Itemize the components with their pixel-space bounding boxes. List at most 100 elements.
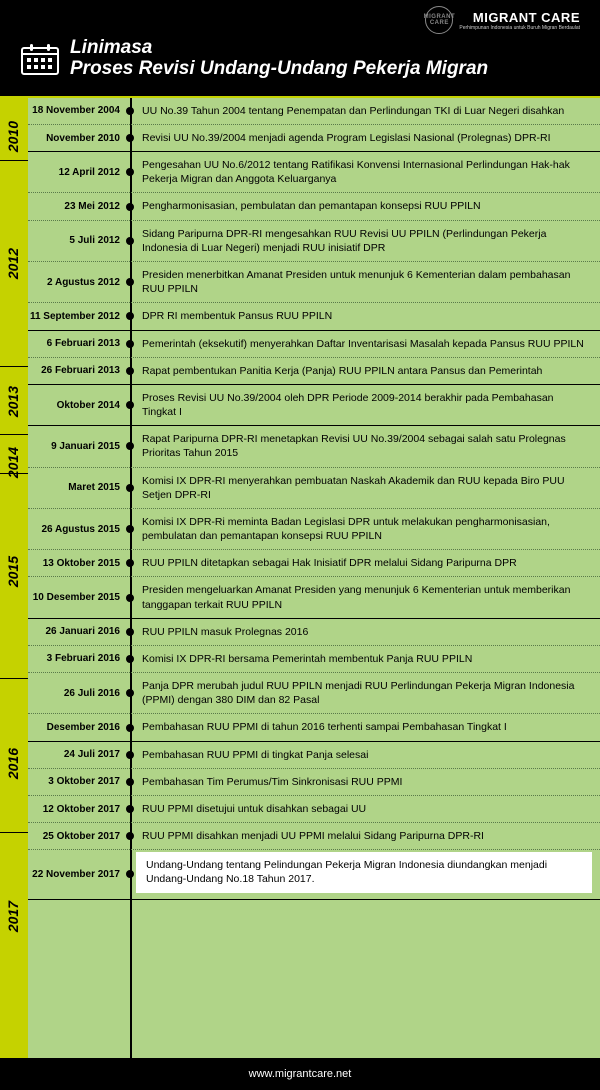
timeline-dot-icon [126, 134, 134, 142]
infographic-container: MIGRANT CARE MIGRANT CARE Perhimpunan In… [0, 0, 600, 1090]
timeline-body: 2010201220132014201520162017 18 November… [0, 98, 600, 1058]
entry-date: November 2010 [28, 125, 130, 151]
timeline-dot-icon [126, 278, 134, 286]
entry-description: Rapat pembentukan Panitia Kerja (Panja) … [130, 358, 600, 384]
timeline-dot-icon [126, 870, 134, 878]
timeline-dot-icon [126, 751, 134, 759]
logo-badge-icon: MIGRANT CARE [425, 6, 453, 34]
timeline-dot-icon [126, 237, 134, 245]
logo-subtitle: Perhimpunan Indonesia untuk Buruh Migran… [459, 25, 580, 31]
year-label: 2013 [5, 386, 21, 417]
timeline-dot-icon [126, 484, 134, 492]
timeline-dot-icon [126, 655, 134, 663]
entry-date: 26 Agustus 2015 [28, 509, 130, 549]
entry-description: DPR RI membentuk Pansus RUU PPILN [130, 303, 600, 329]
entry-date: Oktober 2014 [28, 385, 130, 425]
timeline-entry: 18 November 2004UU No.39 Tahun 2004 tent… [28, 98, 600, 125]
logo-area: MIGRANT CARE MIGRANT CARE Perhimpunan In… [20, 6, 580, 38]
title-text: Linimasa Proses Revisi Undang-Undang Pek… [70, 38, 488, 80]
entry-date: 23 Mei 2012 [28, 193, 130, 219]
entry-date: Maret 2015 [28, 468, 130, 508]
timeline-entry: 3 Oktober 2017Pembahasan Tim Perumus/Tim… [28, 769, 600, 796]
timeline-dot-icon [126, 367, 134, 375]
timeline-entry: Oktober 2014Proses Revisi UU No.39/2004 … [28, 385, 600, 426]
timeline-entry: Desember 2016Pembahasan RUU PPMI di tahu… [28, 714, 600, 741]
entry-description: Rapat Paripurna DPR-RI menetapkan Revisi… [130, 426, 600, 466]
entry-date: 12 April 2012 [28, 152, 130, 192]
year-separator [0, 160, 28, 162]
entry-description: Pembahasan RUU PPMI di tahun 2016 terhen… [130, 714, 600, 740]
footer-url: www.migrantcare.net [249, 1068, 352, 1080]
timeline-dot-icon [126, 168, 134, 176]
timeline-entry: 22 November 2017Undang-Undang tentang Pe… [28, 850, 600, 899]
entry-date: 26 Juli 2016 [28, 673, 130, 713]
entry-description: Panja DPR merubah judul RUU PPILN menjad… [130, 673, 600, 713]
entry-date: 9 Januari 2015 [28, 426, 130, 466]
footer: www.migrantcare.net [0, 1058, 600, 1090]
entry-date: 2 Agustus 2012 [28, 262, 130, 302]
entry-date: 24 Juli 2017 [28, 742, 130, 768]
entry-description: RUU PPMI disahkan menjadi UU PPMI melalu… [130, 823, 600, 849]
logo-text: MIGRANT CARE Perhimpunan Indonesia untuk… [459, 10, 580, 31]
entry-description: Sidang Paripurna DPR-RI mengesahkan RUU … [130, 221, 600, 261]
entry-date: 10 Desember 2015 [28, 577, 130, 617]
entry-description: UU No.39 Tahun 2004 tentang Penempatan d… [130, 98, 600, 124]
timeline-entry: 25 Oktober 2017RUU PPMI disahkan menjadi… [28, 823, 600, 850]
timeline-entry: 13 Oktober 2015RUU PPILN ditetapkan seba… [28, 550, 600, 577]
timeline-entry: 2 Agustus 2012Presiden menerbitkan Amana… [28, 262, 600, 303]
timeline-entry: 9 Januari 2015Rapat Paripurna DPR-RI men… [28, 426, 600, 467]
entry-description: Komisi IX DPR-RI menyerahkan pembuatan N… [130, 468, 600, 508]
entry-date: 5 Juli 2012 [28, 221, 130, 261]
entry-description: RUU PPILN ditetapkan sebagai Hak Inisiat… [130, 550, 600, 576]
timeline-entry: Maret 2015Komisi IX DPR-RI menyerahkan p… [28, 468, 600, 509]
timeline-dot-icon [126, 805, 134, 813]
calendar-icon [20, 42, 60, 76]
timeline-entry: 12 April 2012Pengesahan UU No.6/2012 ten… [28, 152, 600, 193]
timeline-entry: November 2010Revisi UU No.39/2004 menjad… [28, 125, 600, 152]
timeline-entry: 26 Juli 2016Panja DPR merubah judul RUU … [28, 673, 600, 714]
timeline-entry: 6 Februari 2013Pemerintah (eksekutif) me… [28, 331, 600, 358]
timeline-dot-icon [126, 724, 134, 732]
timeline-dot-icon [126, 778, 134, 786]
year-label: 2012 [5, 248, 21, 279]
timeline-entry: 26 Januari 2016RUU PPILN masuk Prolegnas… [28, 619, 600, 646]
timeline-dot-icon [126, 689, 134, 697]
entry-description: RUU PPMI disetujui untuk disahkan sebaga… [130, 796, 600, 822]
header: MIGRANT CARE MIGRANT CARE Perhimpunan In… [0, 0, 600, 98]
entry-date: 3 Februari 2016 [28, 646, 130, 672]
timeline-entry: 10 Desember 2015Presiden mengeluarkan Am… [28, 577, 600, 618]
timeline-entry: 23 Mei 2012Pengharmonisasian, pembulatan… [28, 193, 600, 220]
year-label: 2010 [5, 121, 21, 152]
entry-description: Undang-Undang tentang Pelindungan Pekerj… [136, 852, 592, 892]
year-column: 2010201220132014201520162017 [0, 98, 28, 1058]
timeline-entry: 12 Oktober 2017RUU PPMI disetujui untuk … [28, 796, 600, 823]
timeline-entry: 3 Februari 2016Komisi IX DPR-RI bersama … [28, 646, 600, 673]
entry-description: Proses Revisi UU No.39/2004 oleh DPR Per… [130, 385, 600, 425]
year-label: 2015 [5, 556, 21, 587]
title-line1: Linimasa [70, 38, 488, 59]
year-separator [0, 366, 28, 368]
entry-date: 26 Februari 2013 [28, 358, 130, 384]
entry-description: Pemerintah (eksekutif) menyerahkan Dafta… [130, 331, 600, 357]
entry-date: 13 Oktober 2015 [28, 550, 130, 576]
entry-date: Desember 2016 [28, 714, 130, 740]
entry-description: RUU PPILN masuk Prolegnas 2016 [130, 619, 600, 645]
entry-date: 11 September 2012 [28, 303, 130, 329]
timeline-entry: 26 Agustus 2015Komisi IX DPR-Ri meminta … [28, 509, 600, 550]
entry-date: 25 Oktober 2017 [28, 823, 130, 849]
timeline-entry: 5 Juli 2012Sidang Paripurna DPR-RI menge… [28, 221, 600, 262]
entry-description: Presiden mengeluarkan Amanat Presiden ya… [130, 577, 600, 617]
year-separator [0, 832, 28, 834]
entry-date: 12 Oktober 2017 [28, 796, 130, 822]
entry-description: Komisi IX DPR-RI bersama Pemerintah memb… [130, 646, 600, 672]
timeline-dot-icon [126, 401, 134, 409]
timeline-dot-icon [126, 559, 134, 567]
entry-description: Pembahasan Tim Perumus/Tim Sinkronisasi … [130, 769, 600, 795]
entry-description: Pengharmonisasian, pembulatan dan pemant… [130, 193, 600, 219]
entry-date: 22 November 2017 [28, 850, 130, 898]
entry-description: Revisi UU No.39/2004 menjadi agenda Prog… [130, 125, 600, 151]
title-row: Linimasa Proses Revisi Undang-Undang Pek… [20, 38, 580, 80]
entry-description: Pengesahan UU No.6/2012 tentang Ratifika… [130, 152, 600, 192]
year-label: 2016 [5, 748, 21, 779]
timeline-dot-icon [126, 203, 134, 211]
